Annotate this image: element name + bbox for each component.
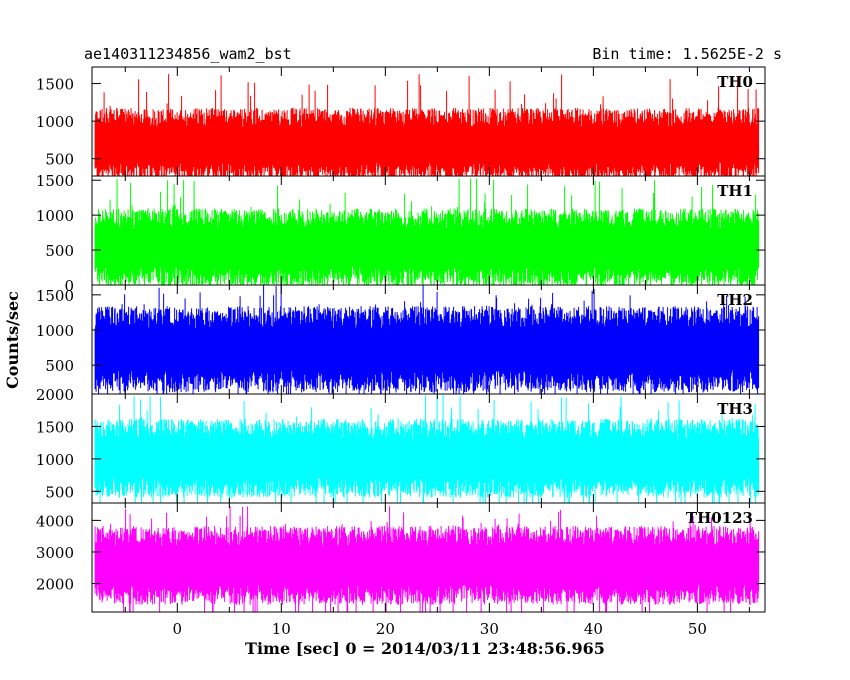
y-tick-label: 500 [45, 357, 74, 375]
y-tick-label: 1000 [36, 322, 74, 340]
y-tick-label: 1000 [36, 207, 74, 225]
y-tick-label: 500 [45, 483, 74, 501]
series-th1 [94, 178, 760, 285]
y-tick-label: 1000 [36, 113, 74, 131]
series-th3 [94, 394, 760, 503]
y-tick-label: 1500 [36, 418, 74, 436]
y-tick-label: 500 [45, 151, 74, 169]
y-axis-label: Counts/sec [3, 291, 22, 389]
x-tick-label: 50 [688, 620, 707, 638]
x-tick-label: 30 [480, 620, 499, 638]
series-th0 [94, 74, 760, 176]
y-tick-label: 1500 [36, 287, 74, 305]
panel-th2: 500 1000 1500 TH2 [36, 284, 766, 395]
title-right: Bin time: 1.5625E-2 s [592, 45, 782, 63]
panel-name-label: TH1 [717, 182, 753, 200]
panel-th0123: 2000 3000 4000 TH0123 [36, 502, 766, 613]
x-tick-label: 20 [376, 620, 395, 638]
panel-th0: 500 1000 1500 TH0 [36, 66, 766, 177]
panel-th3: 500 1000 1500 2000 TH3 [36, 386, 766, 504]
y-tick-label: 500 [45, 242, 74, 260]
panel-frame [91, 502, 766, 613]
title-left: ae140311234856_wam2_bst [84, 45, 292, 63]
y-tick-label: 2000 [36, 386, 74, 404]
x-tick-label: 0 [173, 620, 183, 638]
y-tick-label: 0 [64, 277, 74, 295]
x-axis-label: Time [sec] 0 = 2014/03/11 23:48:56.965 [245, 639, 605, 658]
x-tick-label: 10 [272, 620, 291, 638]
y-tick-label: 1000 [36, 451, 74, 469]
panel-th1: 0 500 1000 1500 TH1 [36, 172, 766, 295]
panel-name-label: TH3 [717, 400, 753, 418]
series-th0123 [94, 506, 760, 612]
y-tick-label: 1500 [36, 172, 74, 190]
y-tick-label: 1500 [36, 76, 74, 94]
panel-name-label: TH0 [717, 73, 753, 91]
series-th2 [94, 285, 760, 394]
y-tick-label: 3000 [36, 544, 74, 562]
panel-name-label: TH2 [717, 291, 753, 309]
y-tick-label: 2000 [36, 576, 74, 594]
x-tick-label: 40 [584, 620, 603, 638]
y-tick-label: 4000 [36, 512, 74, 530]
panel-name-label: TH0123 [686, 509, 753, 527]
